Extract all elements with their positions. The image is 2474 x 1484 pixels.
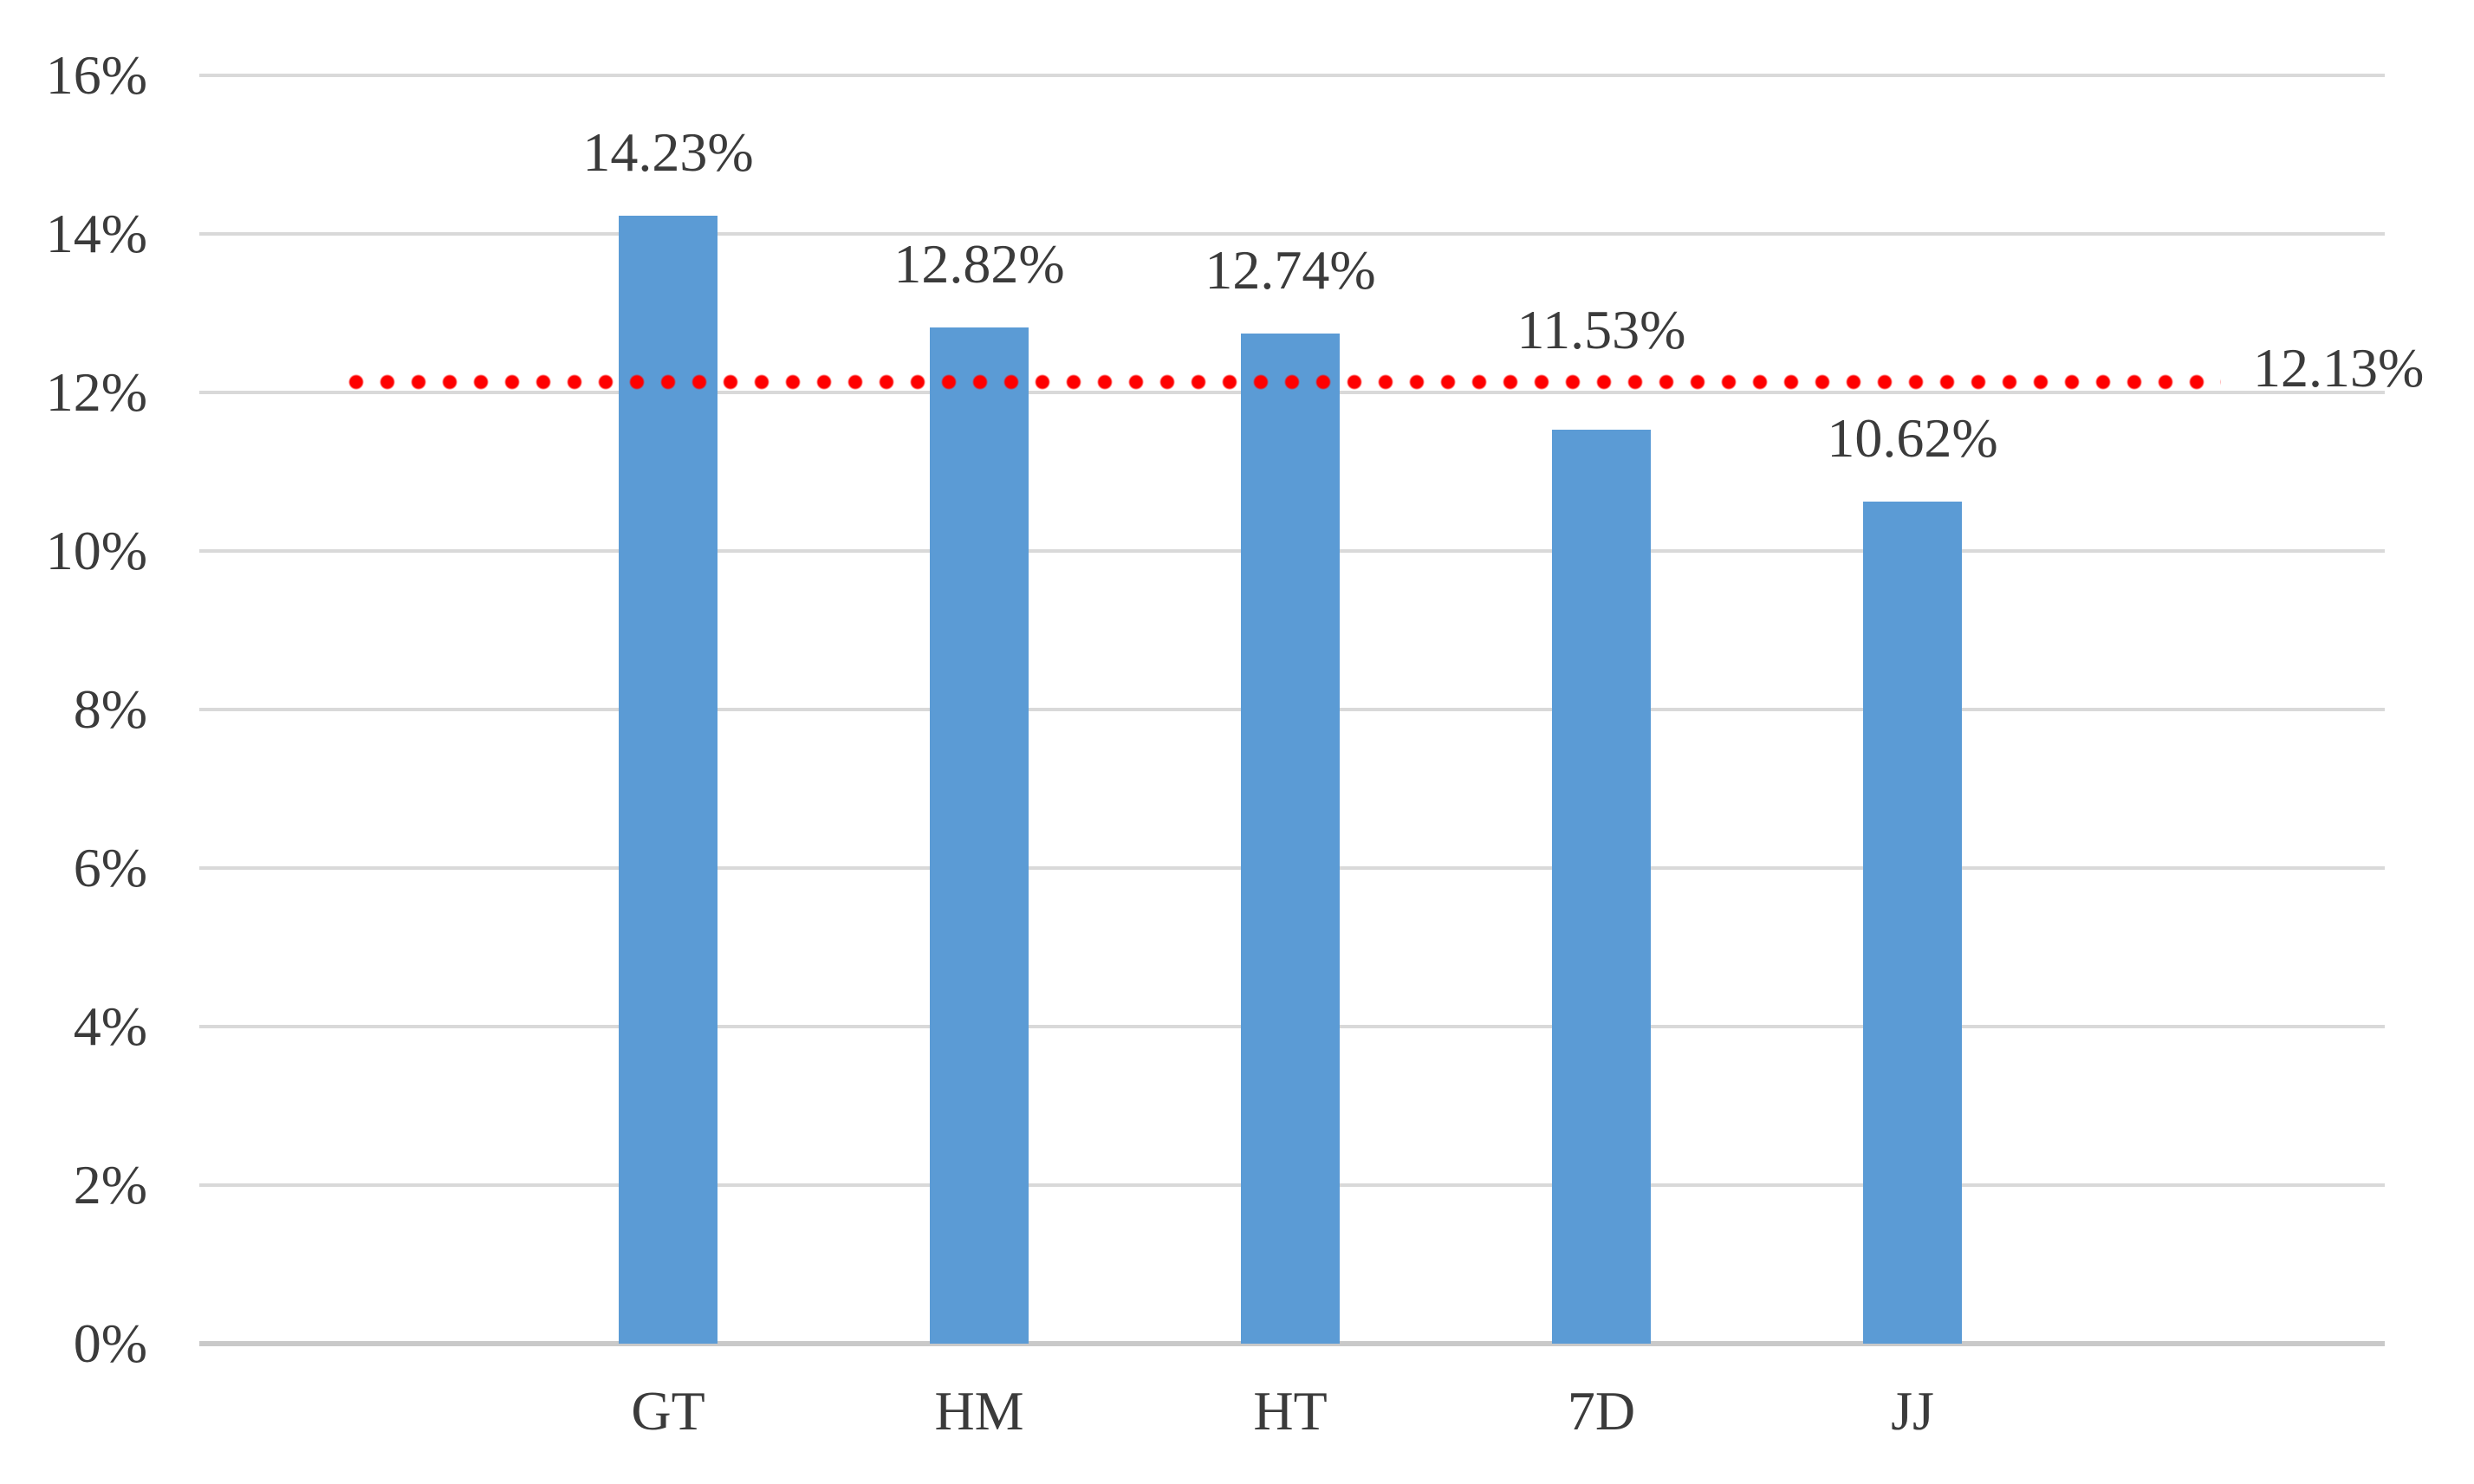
x-tick-label-HT: HT: [1253, 1380, 1328, 1442]
x-tick-label-JJ: JJ: [1891, 1380, 1934, 1442]
y-tick-label: 6%: [73, 837, 147, 898]
data-label-7D: 11.53%: [1516, 299, 1686, 361]
bar-HM: [930, 327, 1029, 1344]
bar-GT: [619, 215, 718, 1344]
y-tick-label: 14%: [45, 203, 147, 264]
data-label-GT: 14.23%: [582, 120, 754, 183]
y-tick-label: 12%: [45, 361, 147, 423]
bar-JJ: [1863, 502, 1962, 1344]
y-tick-label: 10%: [45, 520, 147, 581]
data-label-JJ: 10.62%: [1827, 407, 1998, 470]
y-tick-label: 8%: [73, 678, 147, 740]
y-tick-label: 4%: [73, 995, 147, 1057]
reference-dotted-line: [341, 374, 2221, 391]
x-axis-line: [199, 1341, 2385, 1346]
data-label-HM: 12.82%: [893, 232, 1065, 295]
data-label-HT: 12.74%: [1205, 239, 1376, 301]
bar-HT: [1241, 334, 1340, 1344]
y-tick-label: 2%: [73, 1154, 147, 1215]
reference-line-label: 12.13%: [2253, 337, 2425, 399]
y-tick-label: 16%: [45, 44, 147, 106]
gridline: [199, 232, 2385, 236]
gridline: [199, 74, 2385, 77]
bar-7D: [1552, 430, 1651, 1344]
x-tick-label-7D: 7D: [1567, 1380, 1636, 1442]
x-tick-label-HM: HM: [934, 1380, 1024, 1442]
y-tick-label: 0%: [73, 1312, 147, 1374]
x-tick-label-GT: GT: [631, 1380, 705, 1442]
